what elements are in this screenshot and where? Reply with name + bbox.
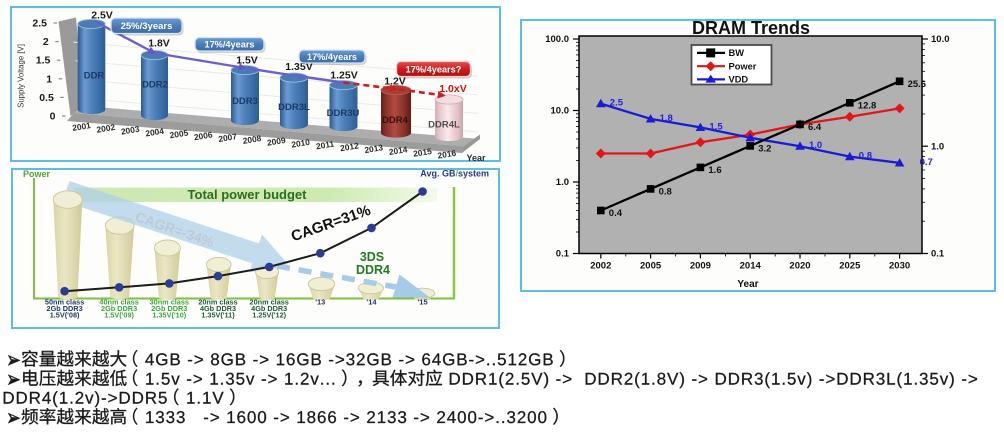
- svg-text:2009: 2009: [266, 135, 286, 148]
- svg-text:2002: 2002: [590, 261, 611, 272]
- svg-text:1.35V: 1.35V: [285, 61, 312, 73]
- svg-text:2012: 2012: [339, 140, 359, 153]
- svg-text:1.35V('11): 1.35V('11): [201, 311, 235, 320]
- svg-text:2016: 2016: [437, 148, 457, 161]
- svg-text:Total power budget: Total power budget: [188, 187, 308, 202]
- svg-text:DDR3: DDR3: [232, 96, 258, 107]
- svg-text:6.4: 6.4: [808, 122, 822, 133]
- svg-text:'14: '14: [366, 298, 377, 307]
- svg-text:20nm class: 20nm class: [198, 298, 237, 307]
- svg-text:2: 2: [43, 36, 49, 48]
- svg-text:17%/4years: 17%/4years: [204, 40, 254, 50]
- svg-text:DDR3L: DDR3L: [278, 102, 310, 113]
- svg-text:2014: 2014: [740, 261, 762, 272]
- svg-text:50nm class: 50nm class: [45, 298, 84, 307]
- svg-text:20nm class: 20nm class: [250, 298, 289, 307]
- svg-text:'13: '13: [315, 298, 325, 307]
- svg-text:1.35V('10): 1.35V('10): [152, 311, 186, 320]
- svg-text:1.0: 1.0: [556, 177, 569, 188]
- svg-text:25.6: 25.6: [908, 79, 927, 90]
- svg-text:1.25V('12): 1.25V('12): [252, 311, 286, 320]
- svg-text:Year: Year: [466, 153, 486, 163]
- svg-text:2006: 2006: [193, 129, 213, 142]
- svg-text:1.5: 1.5: [709, 121, 723, 132]
- svg-text:2011: 2011: [315, 139, 335, 152]
- svg-text:17%/4years?: 17%/4years?: [406, 64, 462, 74]
- svg-text:Power: Power: [729, 62, 757, 72]
- svg-text:Year: Year: [737, 279, 758, 290]
- svg-text:3DS: 3DS: [360, 250, 384, 264]
- svg-text:'15: '15: [418, 298, 428, 307]
- svg-text:DRAM Trends: DRAM Trends: [692, 18, 810, 38]
- svg-text:Avg. GB/system: Avg. GB/system: [420, 169, 489, 179]
- svg-text:2Gb DDR3: 2Gb DDR3: [151, 304, 187, 313]
- svg-text:1.5V('09): 1.5V('09): [104, 311, 134, 320]
- svg-text:17%/4years: 17%/4years: [307, 52, 357, 62]
- svg-text:2013: 2013: [364, 142, 384, 155]
- svg-text:25%/3years: 25%/3years: [121, 21, 173, 32]
- svg-text:2Gb DDR3: 2Gb DDR3: [47, 304, 83, 313]
- svg-text:100.0: 100.0: [545, 34, 569, 45]
- svg-text:2030: 2030: [889, 261, 910, 272]
- svg-text:2.5V: 2.5V: [91, 10, 113, 22]
- svg-text:1: 1: [46, 73, 52, 85]
- svg-text:1.6: 1.6: [708, 165, 721, 176]
- svg-text:10.0: 10.0: [931, 34, 950, 45]
- svg-text:BW: BW: [729, 48, 745, 58]
- svg-text:2009: 2009: [690, 261, 711, 272]
- svg-text:2005: 2005: [169, 127, 189, 140]
- svg-text:2004: 2004: [145, 126, 165, 139]
- svg-text:1.0: 1.0: [931, 141, 944, 152]
- svg-text:Supply Voltage [V]: Supply Voltage [V]: [17, 44, 26, 108]
- svg-text:1.8V: 1.8V: [148, 38, 170, 50]
- svg-text:VDD: VDD: [729, 75, 749, 85]
- svg-text:2020: 2020: [789, 261, 810, 272]
- svg-text:1.5V('08): 1.5V('08): [50, 311, 80, 320]
- svg-text:DDR: DDR: [84, 71, 105, 82]
- svg-text:1.2V: 1.2V: [384, 76, 406, 88]
- svg-text:4Gb DDR3: 4Gb DDR3: [251, 304, 287, 313]
- svg-text:2Gb DDR3: 2Gb DDR3: [101, 304, 137, 313]
- svg-text:1.25V: 1.25V: [330, 70, 357, 82]
- svg-text:DDR2: DDR2: [142, 80, 168, 91]
- svg-text:Power: Power: [23, 169, 51, 179]
- svg-text:0.8: 0.8: [659, 186, 672, 197]
- svg-text:2.5: 2.5: [32, 18, 47, 30]
- svg-text:2005: 2005: [640, 261, 662, 272]
- svg-text:12.8: 12.8: [858, 100, 877, 111]
- svg-text:10.0: 10.0: [551, 106, 570, 117]
- svg-text:30nm class: 30nm class: [150, 298, 189, 307]
- svg-text:DDR4: DDR4: [356, 263, 390, 277]
- svg-text:2014: 2014: [388, 144, 408, 157]
- svg-text:1.0: 1.0: [809, 140, 822, 151]
- svg-text:0.1: 0.1: [556, 249, 570, 260]
- svg-text:2007: 2007: [218, 131, 238, 144]
- svg-text:4Gb DDR3: 4Gb DDR3: [200, 304, 236, 313]
- svg-text:2003: 2003: [120, 124, 140, 137]
- svg-text:2008: 2008: [242, 133, 262, 146]
- svg-text:2001: 2001: [72, 120, 92, 133]
- svg-text:3.2: 3.2: [758, 143, 771, 154]
- svg-text:DDR4: DDR4: [382, 115, 409, 126]
- svg-text:1.5: 1.5: [36, 55, 51, 67]
- svg-text:2.5: 2.5: [610, 98, 624, 109]
- svg-text:0: 0: [50, 111, 56, 123]
- svg-text:1.5V: 1.5V: [236, 55, 258, 67]
- svg-text:2025: 2025: [839, 261, 861, 272]
- svg-text:0.4: 0.4: [609, 208, 623, 219]
- svg-text:2010: 2010: [291, 137, 311, 150]
- svg-text:0.5: 0.5: [39, 92, 54, 104]
- svg-text:0.8: 0.8: [859, 151, 872, 162]
- svg-text:DDR4L: DDR4L: [428, 120, 460, 131]
- svg-text:1.8: 1.8: [660, 113, 673, 124]
- svg-text:2002: 2002: [96, 122, 116, 135]
- svg-text:0.7: 0.7: [920, 157, 933, 168]
- svg-text:2015: 2015: [412, 146, 432, 159]
- svg-text:0.1: 0.1: [931, 249, 945, 260]
- svg-text:1.0xV: 1.0xV: [439, 83, 466, 95]
- svg-text:40nm class: 40nm class: [99, 298, 138, 307]
- svg-text:DDR3U: DDR3U: [327, 108, 360, 119]
